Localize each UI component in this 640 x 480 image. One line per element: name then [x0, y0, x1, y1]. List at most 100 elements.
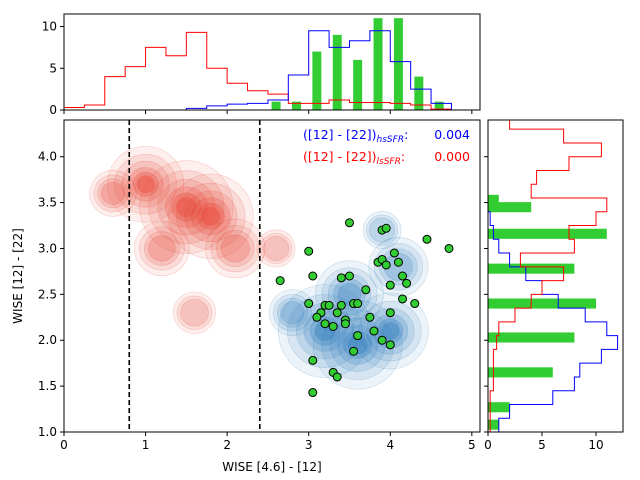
right-x-tick-label: 10 [588, 438, 603, 452]
density-level-hsSFR [351, 292, 429, 370]
scatter-point [422, 234, 432, 244]
density-level-lsSFR [132, 171, 159, 197]
scatter-point [336, 273, 346, 283]
scatter-point [410, 299, 420, 309]
density-region-lsSFR [89, 145, 296, 334]
main-scatter-panel: ([12] - [22])hsSFR: 0.004 ([12] - [22])lsS… [11, 119, 481, 474]
density-level-lsSFR [184, 190, 238, 243]
top-plot-frame [63, 13, 481, 111]
density-level-lsSFR [138, 226, 185, 271]
y-tick-label: 3.0 [38, 241, 57, 255]
main-plot-background [64, 120, 480, 432]
scatter-point [398, 271, 408, 281]
annotation-label: ([12] - [22])hsSFR: [303, 127, 408, 145]
density-contours [89, 145, 429, 390]
right-bar [488, 194, 499, 205]
scatter-points [275, 218, 454, 398]
scatter-point [361, 285, 371, 295]
density-level-lsSFR [127, 166, 164, 202]
density-level-lsSFR [176, 182, 246, 250]
x-tick-label: 0 [60, 438, 68, 452]
density-level-lsSFR [107, 145, 185, 223]
y-tick-label: 2.0 [38, 333, 57, 347]
density-level-hsSFR [272, 293, 312, 332]
density-level-lsSFR [173, 291, 216, 334]
density-level-hsSFR [280, 301, 305, 325]
top-step-lsSFR [64, 31, 472, 110]
scatter-point [308, 271, 318, 281]
y-tick-label: 3.5 [38, 196, 57, 210]
right-bar [488, 228, 607, 239]
annotation-value: 0.000 [434, 149, 470, 164]
threshold-lines [128, 120, 261, 432]
scatter-point [304, 246, 314, 256]
density-level-lsSFR [148, 170, 225, 244]
density-level-lsSFR [256, 229, 296, 268]
density-level-lsSFR [157, 178, 216, 236]
top-y-tick-label: 10 [42, 20, 57, 34]
scatter-point [308, 388, 318, 398]
density-level-hsSFR [381, 322, 400, 340]
density-level-lsSFR [143, 231, 180, 266]
density-level-lsSFR [201, 206, 221, 226]
top-bar [434, 101, 444, 110]
top-histogram-steps [64, 30, 472, 110]
density-level-hsSFR [379, 248, 418, 286]
right-bar [488, 332, 575, 343]
y-tick-label: 1.0 [38, 425, 57, 439]
density-level-lsSFR [176, 295, 213, 330]
top-y-tick-label: 5 [49, 61, 57, 75]
main-y-axis-ticks: 1.0 1.5 2.0 2.5 3.0 3.5 4.0 [38, 150, 64, 439]
scatter-point [365, 312, 375, 322]
right-histogram-panel: 0 5 10 [484, 119, 624, 452]
x-axis-label: WISE [4.6] - [12] [222, 460, 321, 474]
x-tick-label: 1 [142, 438, 150, 452]
annotations: ([12] - [22])hsSFR: 0.004 ([12] - [22])lsS… [303, 127, 470, 167]
x-tick-label: 3 [305, 438, 313, 452]
right-plot-frame [487, 119, 624, 433]
top-bar [373, 18, 383, 110]
scatter-point [312, 312, 322, 322]
right-bar [488, 402, 510, 413]
right-x-axis-ticks: 0 5 10 [484, 432, 604, 452]
x-tick-label: 2 [223, 438, 231, 452]
right-bar [488, 202, 532, 213]
scatter-point [393, 257, 403, 267]
top-bar [414, 76, 424, 110]
right-plot-background [488, 120, 623, 432]
right-y-axis-ticks [484, 156, 488, 433]
right-x-tick-label: 5 [538, 438, 546, 452]
density-level-lsSFR [89, 170, 137, 217]
top-histogram-bars [271, 18, 444, 110]
scatter-point [349, 346, 359, 356]
scatter-point [328, 321, 338, 331]
density-level-hsSFR [373, 243, 423, 291]
density-level-lsSFR [148, 235, 176, 262]
scatter-point [381, 260, 391, 270]
top-x-axis-ticks [63, 110, 473, 114]
scatter-point [353, 331, 363, 341]
density-level-hsSFR [358, 300, 422, 362]
density-level-lsSFR [205, 218, 266, 279]
scatter-point [353, 299, 363, 309]
scatter-point [385, 280, 395, 290]
density-level-lsSFR [196, 202, 225, 230]
right-bar [488, 367, 553, 378]
top-bar [393, 18, 403, 110]
right-step-lsSFR [488, 120, 608, 432]
density-level-lsSFR [220, 234, 250, 263]
right-x-tick-label: 0 [484, 438, 492, 452]
density-region-hsSFR [268, 211, 429, 390]
annotation-value: 0.004 [434, 127, 470, 142]
y-axis-label: WISE [12] - [22] [11, 228, 25, 324]
density-level-hsSFR [315, 260, 384, 329]
scatter-point [398, 294, 408, 304]
main-x-axis-ticks: 0 1 2 3 4 5 [60, 432, 476, 452]
scatter-point [389, 248, 399, 258]
right-bar [488, 298, 596, 309]
top-bar [291, 101, 301, 110]
density-level-lsSFR [136, 175, 155, 194]
annotation-label: ([12] - [22])lsSFR: [303, 149, 405, 167]
density-level-lsSFR [263, 236, 290, 261]
